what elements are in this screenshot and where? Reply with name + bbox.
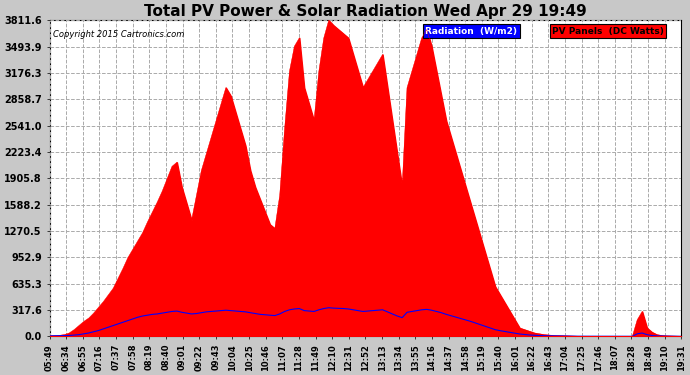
Text: Copyright 2015 Cartronics.com: Copyright 2015 Cartronics.com [52,30,184,39]
Title: Total PV Power & Solar Radiation Wed Apr 29 19:49: Total PV Power & Solar Radiation Wed Apr… [144,4,586,19]
Text: PV Panels  (DC Watts): PV Panels (DC Watts) [552,27,664,36]
Text: Radiation  (W/m2): Radiation (W/m2) [426,27,518,36]
